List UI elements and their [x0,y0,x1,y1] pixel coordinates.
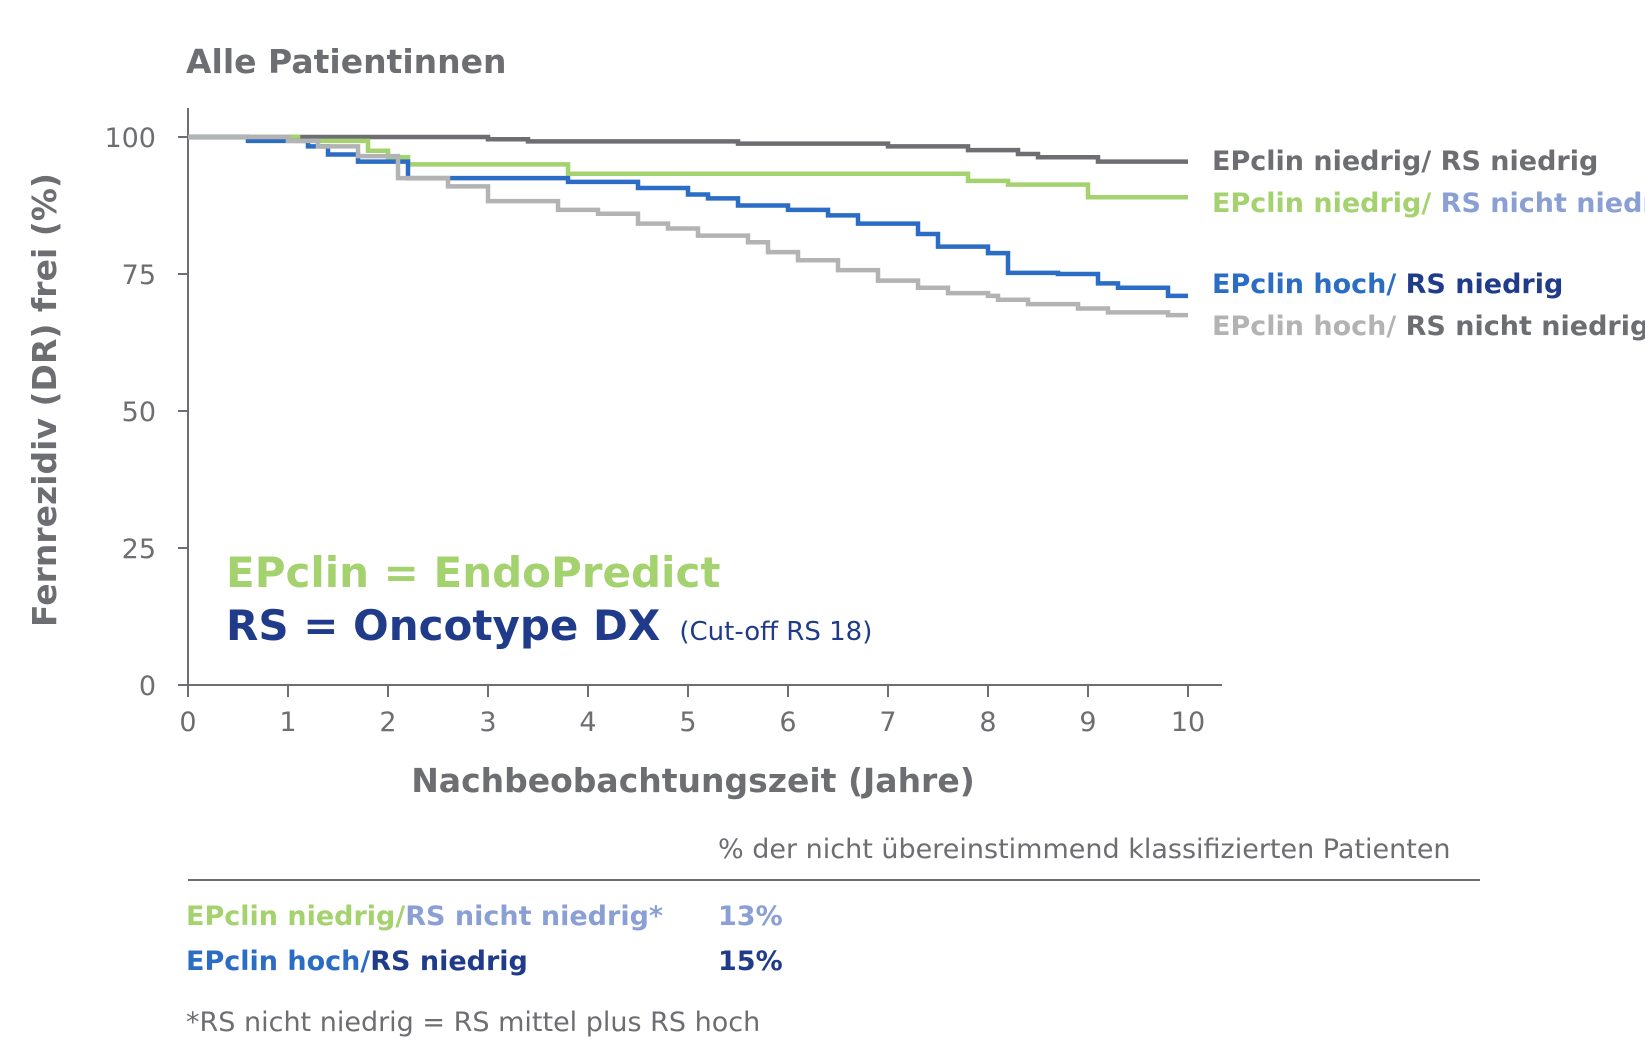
x-tick-label: 4 [579,707,596,738]
x-tick-label: 0 [179,707,196,738]
legend-entry-part: EPclin niedrig/ [1212,188,1441,219]
x-axis-label: Nachbeobachtungszeit (Jahre) [411,761,975,800]
legend-entry-epclin-hoch-rs-nicht-niedrig: EPclin hoch/ RS nicht niedrig [1212,311,1645,342]
chart-title: Alle Patientinnen [186,42,507,81]
y-tick-label: 50 [122,397,156,428]
table-row-label-part: RS nicht niedrig* [405,901,663,932]
series-line-epclin-niedrig-rs-nicht-niedrig [188,134,1188,200]
series-line-epclin-hoch-rs-nicht-niedrig [188,134,1188,318]
y-tick-label: 25 [122,534,156,565]
y-axis-label: Fernrezidiv (DR) frei (%) [25,173,64,627]
x-tick-label: 1 [279,707,296,738]
legend-entry-part: EPclin niedrig/ [1212,146,1441,177]
table-row-label-part: EPclin niedrig/ [186,901,405,932]
table-row-label-part: EPclin hoch/ [186,946,370,977]
legend-entry-epclin-hoch-rs-niedrig: EPclin hoch/ RS niedrig [1212,269,1563,300]
y-tick-label: 75 [122,260,156,291]
rs-definition: RS = Oncotype DX [226,601,660,650]
table-rows: EPclin niedrig/RS nicht niedrig* 13% EPcli… [186,901,783,977]
table-row-value: 13% [718,901,783,932]
table-row-label: EPclin hoch/RS niedrig [186,946,528,977]
rs-cutoff: (Cut-off RS 18) [679,617,872,647]
table-header: % der nicht übereinstimmend klassifizier… [718,834,1451,865]
series-line-epclin-hoch-rs-niedrig [188,134,1188,299]
x-tick-label: 10 [1171,707,1205,738]
x-tick-label: 2 [379,707,396,738]
legend-entry-part: EPclin hoch/ [1212,269,1406,300]
y-tick-label: 0 [139,671,156,702]
axes [187,108,1222,686]
x-tick-label: 8 [979,707,996,738]
x-tick-label: 7 [879,707,896,738]
legend-entry-part: RS niedrig [1406,269,1564,300]
legend-entry-part: RS niedrig [1441,146,1599,177]
legend-entry-part: RS nicht niedrig [1406,311,1645,342]
legend-entry-part: RS nicht niedrig [1441,188,1645,219]
legend-entry-epclin-niedrig-rs-nicht-niedrig: EPclin niedrig/ RS nicht niedrig [1212,188,1645,219]
table-row-label-part: RS niedrig [370,946,528,977]
series-line-epclin-niedrig-rs-niedrig [188,134,1188,164]
legend-entry-epclin-niedrig-rs-niedrig: EPclin niedrig/ RS niedrig [1212,146,1598,177]
x-ticks: 0 1 2 3 4 5 6 7 8 9 10 [179,685,1205,738]
y-tick-label: 100 [104,123,156,154]
series-lines [188,134,1188,318]
table-row-value: 15% [718,946,783,977]
x-tick-label: 9 [1079,707,1096,738]
epclin-definition: EPclin = EndoPredict [226,548,720,597]
legend-entry-part: EPclin hoch/ [1212,311,1406,342]
x-tick-label: 5 [679,707,696,738]
footnote: *RS nicht niedrig = RS mittel plus RS ho… [186,1007,760,1038]
y-ticks: 0 25 50 75 100 [104,123,188,702]
table-row-label: EPclin niedrig/RS nicht niedrig* [186,901,663,932]
x-tick-label: 6 [779,707,796,738]
x-tick-label: 3 [479,707,496,738]
rs-definition-line: RS = Oncotype DX (Cut-off RS 18) [226,601,872,650]
